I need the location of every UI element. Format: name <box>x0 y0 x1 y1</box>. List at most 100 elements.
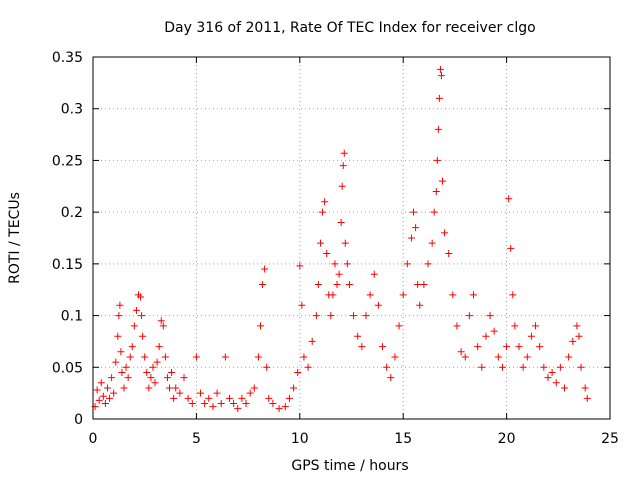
x-tick-label: 0 <box>89 431 98 447</box>
data-point <box>569 337 577 345</box>
y-axis-label: ROTI / TECUs <box>7 192 23 284</box>
data-point <box>403 260 411 268</box>
data-point <box>391 353 399 361</box>
data-point <box>117 348 125 356</box>
data-point <box>180 374 188 382</box>
data-points <box>91 65 591 413</box>
y-tick-label: 0.2 <box>61 205 83 221</box>
data-point <box>527 332 535 340</box>
data-point <box>519 363 527 371</box>
y-tick-label: 0.05 <box>52 360 83 376</box>
data-point <box>435 94 443 102</box>
data-point <box>192 353 200 361</box>
data-point <box>486 312 494 320</box>
data-point <box>432 187 440 195</box>
data-point <box>414 281 422 289</box>
data-point <box>137 293 145 301</box>
data-point <box>112 358 120 366</box>
data-point <box>358 343 366 351</box>
data-point <box>507 244 515 252</box>
data-point <box>331 260 339 268</box>
data-point <box>337 218 345 226</box>
data-point <box>110 389 118 397</box>
data-point <box>470 291 478 299</box>
x-tick-label: 15 <box>394 431 412 447</box>
data-point <box>540 363 548 371</box>
y-tick-label: 0.25 <box>52 153 83 169</box>
data-point <box>132 306 140 314</box>
data-point <box>159 322 167 330</box>
data-point <box>343 260 351 268</box>
data-point <box>120 384 128 392</box>
data-point <box>407 234 415 242</box>
data-point <box>573 322 581 330</box>
data-point <box>141 353 149 361</box>
data-point <box>581 384 589 392</box>
data-point <box>213 389 221 397</box>
chart-title: Day 316 of 2011, Rate Of TEC Index for r… <box>164 20 535 36</box>
data-point <box>536 343 544 351</box>
data-point <box>225 394 233 402</box>
data-point <box>379 343 387 351</box>
data-point <box>205 394 213 402</box>
data-point <box>103 384 111 392</box>
data-point <box>170 394 178 402</box>
plot-frame <box>92 56 611 420</box>
data-point <box>412 224 420 232</box>
data-point <box>128 343 136 351</box>
data-point <box>184 394 192 402</box>
data-point <box>314 281 322 289</box>
data-point <box>145 384 153 392</box>
data-point <box>548 368 556 376</box>
data-point <box>316 239 324 247</box>
data-point <box>308 337 316 345</box>
data-point <box>254 353 262 361</box>
data-point <box>345 281 353 289</box>
x-tick-label: 10 <box>291 431 309 447</box>
data-point <box>275 405 283 413</box>
data-point <box>575 332 583 340</box>
data-point <box>565 353 573 361</box>
data-point <box>333 281 341 289</box>
data-point <box>114 332 122 340</box>
data-point <box>428 239 436 247</box>
data-point <box>201 399 209 407</box>
data-point <box>298 301 306 309</box>
data-point <box>230 399 238 407</box>
data-point <box>138 312 146 320</box>
x-tick-label: 5 <box>192 431 201 447</box>
data-point <box>312 312 320 320</box>
data-point <box>155 343 163 351</box>
x-tick-label: 20 <box>498 431 516 447</box>
data-point <box>515 343 523 351</box>
data-point <box>259 281 267 289</box>
data-point <box>323 250 331 258</box>
data-point <box>457 348 465 356</box>
y-tick-label: 0 <box>74 412 83 428</box>
data-point <box>478 363 486 371</box>
data-point <box>329 291 337 299</box>
data-point <box>153 358 161 366</box>
data-point <box>217 399 225 407</box>
data-point <box>149 363 157 371</box>
data-point <box>234 405 242 413</box>
data-point <box>242 399 250 407</box>
data-point <box>474 343 482 351</box>
data-point <box>583 394 591 402</box>
data-point <box>556 363 564 371</box>
data-point <box>465 312 473 320</box>
y-tick-label: 0.35 <box>52 50 83 66</box>
data-point <box>257 322 265 330</box>
data-point <box>130 322 138 330</box>
y-tick-label: 0.3 <box>61 102 83 118</box>
data-point <box>118 368 126 376</box>
data-point <box>430 208 438 216</box>
data-point <box>453 322 461 330</box>
data-point <box>505 195 513 203</box>
data-point <box>461 353 469 361</box>
data-point <box>441 229 449 237</box>
data-point <box>340 149 348 157</box>
data-point <box>395 322 403 330</box>
data-point <box>95 396 103 404</box>
